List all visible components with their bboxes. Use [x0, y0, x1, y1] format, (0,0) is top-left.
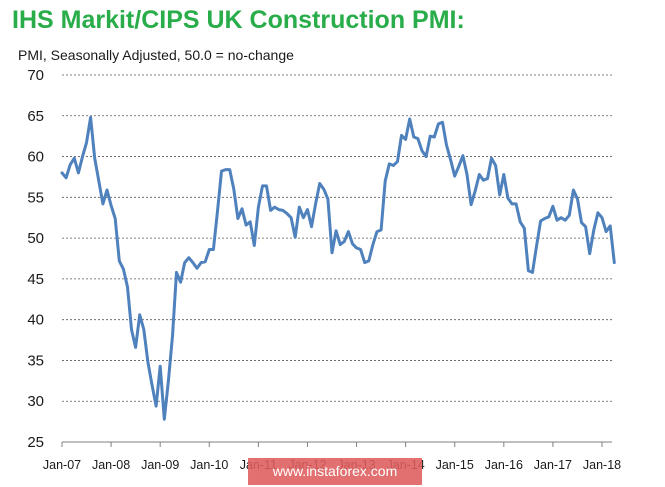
x-tick-label: Jan-08	[92, 458, 130, 472]
y-tick-label: 30	[27, 393, 44, 410]
y-tick-label: 70	[27, 67, 44, 84]
y-tick-label: 55	[27, 189, 44, 206]
x-tick-label: Jan-16	[485, 458, 523, 472]
y-axis-tick-labels: 25 30 35 40 45 50 55 60 65 70	[27, 67, 44, 451]
y-tick-label: 25	[27, 434, 44, 451]
y-tick-label: 65	[27, 108, 44, 125]
y-tick-label: 50	[27, 230, 44, 247]
y-tick-label: 60	[27, 149, 44, 166]
watermark-banner: www.instaforex.com	[248, 458, 422, 485]
x-axis	[61, 441, 612, 447]
x-tick-label: Jan-09	[141, 458, 179, 472]
x-tick-label: Jan-10	[190, 458, 228, 472]
x-tick-label: Jan-18	[583, 458, 621, 472]
series-line-0	[60, 115, 616, 421]
x-tick-label: Jan-17	[534, 458, 572, 472]
chart-title: IHS Markit/CIPS UK Construction PMI:	[12, 6, 465, 34]
chart-subtitle: PMI, Seasonally Adjusted, 50.0 = no-chan…	[18, 47, 294, 63]
x-tick-label: Jan-07	[43, 458, 81, 472]
y-tick-label: 40	[27, 312, 44, 329]
y-tick-label: 35	[27, 352, 44, 369]
x-tick-label: Jan-15	[436, 458, 474, 472]
y-tick-label: 45	[27, 271, 44, 288]
series-group	[60, 115, 616, 421]
